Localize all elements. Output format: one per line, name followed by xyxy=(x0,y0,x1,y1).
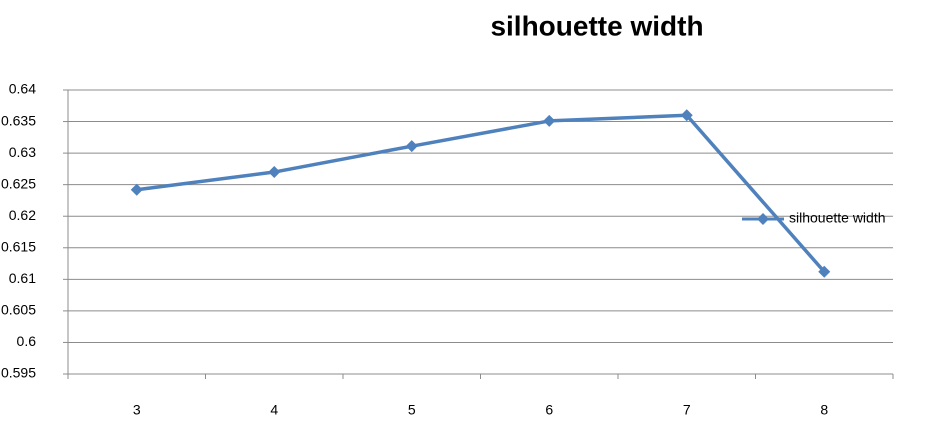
y-tick-label: 0.605 xyxy=(1,302,36,318)
y-tick-label: 0.62 xyxy=(9,207,36,223)
data-point xyxy=(818,265,831,278)
y-tick-label: 0.615 xyxy=(1,238,36,254)
x-tick-label: 8 xyxy=(820,402,828,418)
data-point xyxy=(680,109,693,122)
y-tick-label: 0.625 xyxy=(1,175,36,191)
legend-label: silhouette width xyxy=(789,210,886,226)
data-point xyxy=(268,166,281,179)
chart-title: silhouette width xyxy=(490,10,703,41)
x-tick-label: 5 xyxy=(408,402,416,418)
y-tick-label: 0.63 xyxy=(9,144,36,160)
legend-marker xyxy=(757,213,769,225)
x-tick-label: 4 xyxy=(270,402,278,418)
y-tick-label: 0.61 xyxy=(9,270,36,286)
data-point xyxy=(405,140,418,153)
data-point xyxy=(130,183,143,196)
y-tick-label: 0.635 xyxy=(1,112,36,128)
y-tick-label: 0.595 xyxy=(1,365,36,381)
series-line xyxy=(136,113,826,273)
data-point xyxy=(543,114,556,127)
y-tick-label: 0.64 xyxy=(9,81,36,97)
x-tick-label: 3 xyxy=(133,402,141,418)
x-tick-label: 7 xyxy=(683,402,691,418)
x-tick-label: 6 xyxy=(545,402,553,418)
y-tick-label: 0.6 xyxy=(17,333,37,349)
